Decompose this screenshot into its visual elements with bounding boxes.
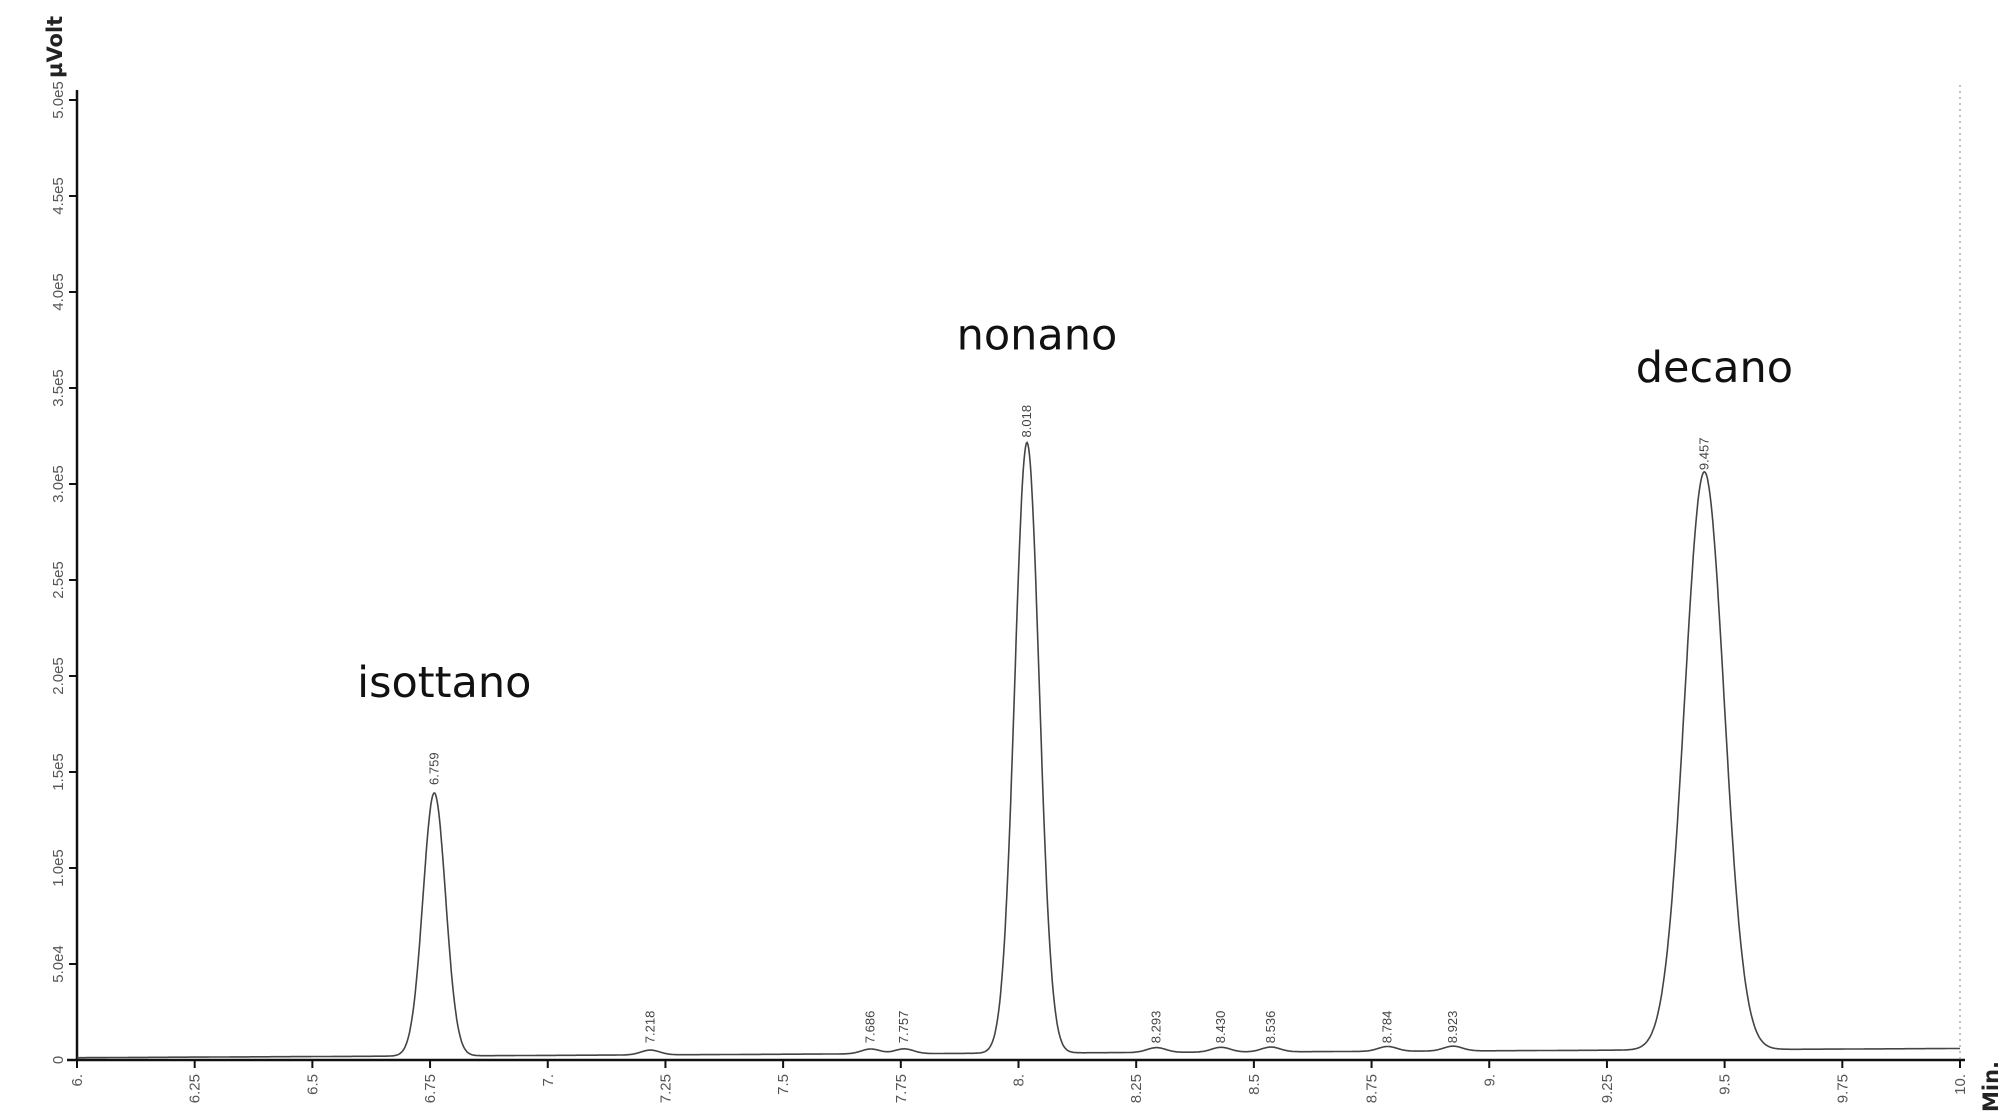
y-tick-label: 0 (50, 1056, 67, 1064)
x-tick-label: 9.25 (1599, 1074, 1616, 1103)
compound-annotation: nonano (957, 310, 1118, 360)
y-tick-label: 5.0e5 (50, 81, 67, 119)
peak-rt-label: 8.784 (1380, 1011, 1395, 1044)
y-tick-label: 4.0e5 (50, 273, 67, 311)
x-tick-label: 8.75 (1364, 1074, 1381, 1103)
x-tick-label: 7.75 (893, 1074, 910, 1103)
x-tick-label: 7. (540, 1074, 557, 1087)
peak-rt-label: 8.923 (1445, 1011, 1460, 1044)
y-tick-label: 1.0e5 (50, 849, 67, 887)
x-axis-title: Min. (1979, 1061, 2003, 1112)
peak-rt-label: 9.457 (1696, 438, 1711, 471)
x-tick-label: 9.75 (1834, 1074, 1851, 1103)
y-tick-label: 5.0e4 (50, 945, 67, 983)
compound-annotations: isottano nonano decano (357, 310, 1793, 708)
y-axis: 0 5.0e4 1.0e5 1.5e5 2.0e5 2.5e5 3.0e5 3.5e5 4.0e… (50, 81, 79, 1064)
peak-rt-label: 8.293 (1148, 1011, 1163, 1044)
peak-rt-label: 8.430 (1213, 1011, 1228, 1044)
x-tick-label: 8. (1011, 1074, 1028, 1087)
x-tick-label: 10. (1952, 1074, 1969, 1095)
compound-annotation: decano (1636, 343, 1793, 393)
peak-rt-label: 7.686 (863, 1011, 878, 1044)
x-tick-label: 8.25 (1128, 1074, 1145, 1103)
peak-rt-label: 7.218 (642, 1011, 657, 1044)
compound-annotation: isottano (357, 658, 531, 708)
x-tick-label: 6.25 (187, 1074, 204, 1103)
peak-labels: 6.759 7.218 7.686 7.757 8.018 8.293 8.430 8.536… (426, 405, 1711, 1043)
y-tick-label: 2.0e5 (50, 657, 67, 695)
peak-rt-label: 8.018 (1019, 405, 1034, 438)
chromatogram-trace (77, 441, 1960, 1059)
y-tick-label: 3.5e5 (50, 369, 67, 407)
trace-layer (77, 441, 1960, 1059)
x-tick-label: 8.5 (1246, 1074, 1263, 1095)
x-tick-label: 6.5 (304, 1074, 321, 1095)
y-tick-label: 1.5e5 (50, 753, 67, 791)
x-tick-label: 9.5 (1717, 1074, 1734, 1095)
y-tick-label: 2.5e5 (50, 561, 67, 599)
x-tick-label: 9. (1481, 1074, 1498, 1087)
y-tick-label: 4.5e5 (50, 177, 67, 215)
y-axis-title: µVolt (43, 16, 67, 78)
x-tick-label: 7.25 (657, 1074, 674, 1103)
peak-rt-label: 7.757 (896, 1011, 911, 1044)
peak-rt-label: 6.759 (426, 752, 441, 785)
x-tick-label: 6. (69, 1074, 86, 1087)
x-axis: 6. 6.25 6.5 6.75 7. 7.25 7.5 7.75 8. 8.25 8.5 8.75 9… (67, 85, 1969, 1103)
x-tick-label: 6.75 (422, 1074, 439, 1103)
y-tick-label: 3.0e5 (50, 465, 67, 503)
x-tick-label: 7.5 (775, 1074, 792, 1095)
peak-rt-label: 8.536 (1263, 1011, 1278, 1044)
